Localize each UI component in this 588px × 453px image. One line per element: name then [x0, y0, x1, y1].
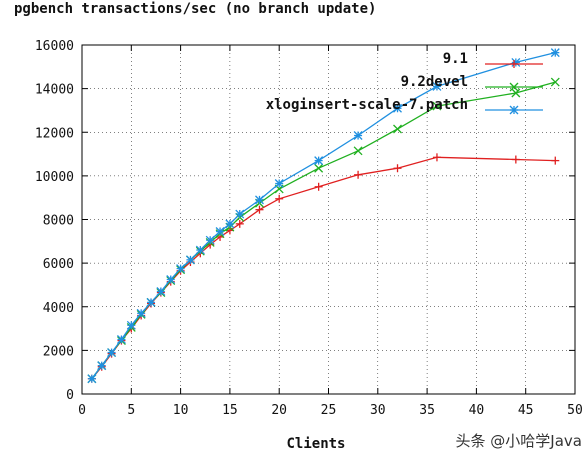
- x-tick-label: 30: [370, 403, 386, 418]
- x-tick-label: 25: [321, 403, 337, 418]
- data-point: [235, 219, 244, 228]
- data-point: [393, 164, 402, 173]
- data-point: [393, 124, 402, 134]
- watermark-text: 头条 @小哈学Java: [456, 432, 582, 450]
- data-point: [314, 163, 324, 173]
- series-group: [87, 48, 560, 384]
- data-point: [116, 335, 126, 344]
- data-point: [255, 195, 264, 205]
- legend-item: xloginsert-scale-7.patch: [266, 97, 543, 115]
- data-point: [314, 182, 323, 191]
- series-line: [91, 81, 556, 380]
- x-tick-label: 5: [127, 403, 135, 418]
- legend-label: 9.2devel: [401, 74, 468, 90]
- x-tick-label: 40: [469, 403, 485, 418]
- y-tick-label: 6000: [43, 257, 74, 272]
- data-point: [166, 275, 176, 284]
- legend: 9.1 9.2devel xloginsert-scale-7.patch: [266, 51, 543, 115]
- data-point: [550, 48, 560, 58]
- legend-label: xloginsert-scale-7.patch: [266, 97, 468, 113]
- data-point: [314, 156, 324, 166]
- data-point: [146, 297, 156, 307]
- data-point: [87, 374, 97, 384]
- data-point: [354, 170, 363, 179]
- legend-item: 9.2devel: [401, 74, 543, 92]
- data-point: [353, 146, 363, 156]
- data-point: [550, 77, 560, 87]
- x-axis-label: Clients: [286, 436, 345, 452]
- data-point: [176, 264, 186, 274]
- data-point: [511, 155, 520, 164]
- series-xloginsert-scale-7-patch: [87, 48, 560, 384]
- chart-title: pgbench transactions/sec (no branch upda…: [14, 1, 376, 17]
- data-point: [186, 255, 195, 265]
- data-point: [274, 179, 284, 188]
- data-point: [235, 209, 245, 219]
- x-tick-label: 15: [222, 403, 238, 418]
- x-tick-label: 0: [78, 403, 86, 418]
- y-tick-label: 2000: [43, 344, 74, 359]
- legend-item: 9.1: [443, 51, 543, 68]
- y-tick-label: 8000: [43, 214, 74, 229]
- data-point: [353, 131, 363, 140]
- data-point: [432, 101, 442, 111]
- data-point: [215, 227, 225, 236]
- data-point: [126, 320, 136, 330]
- data-point: [195, 245, 205, 255]
- data-point: [225, 219, 235, 229]
- data-point: [97, 361, 107, 371]
- data-point: [509, 105, 519, 115]
- x-tick-label: 35: [419, 403, 435, 418]
- data-point: [156, 287, 166, 296]
- x-tick-label: 10: [173, 403, 189, 418]
- data-point: [255, 205, 264, 214]
- y-tick-label: 14000: [35, 83, 74, 98]
- data-point: [551, 156, 560, 165]
- data-point: [432, 81, 442, 91]
- data-point: [107, 348, 117, 358]
- series-line: [91, 156, 556, 380]
- y-tick-label: 12000: [35, 126, 74, 141]
- data-point: [393, 103, 402, 113]
- y-tick-label: 4000: [43, 301, 74, 316]
- data-point: [511, 57, 521, 67]
- y-tick-label: 0: [66, 388, 74, 403]
- series-9-2devel: [87, 77, 560, 384]
- data-point: [205, 235, 215, 245]
- x-tick-label: 45: [518, 403, 534, 418]
- data-point: [136, 308, 146, 318]
- series-9-1: [87, 153, 560, 383]
- data-point: [509, 82, 519, 92]
- axis-ticks: 0 2000 4000 6000 8000 10000 12000 14000 16000 0 5 1…: [35, 39, 583, 418]
- data-point: [432, 153, 441, 162]
- x-tick-label: 50: [567, 403, 583, 418]
- y-tick-label: 16000: [35, 39, 74, 54]
- legend-label: 9.1: [443, 51, 468, 67]
- data-point: [510, 60, 518, 68]
- data-point: [511, 88, 521, 98]
- y-tick-label: 10000: [35, 170, 74, 185]
- data-point: [275, 194, 284, 203]
- x-tick-label: 20: [271, 403, 287, 418]
